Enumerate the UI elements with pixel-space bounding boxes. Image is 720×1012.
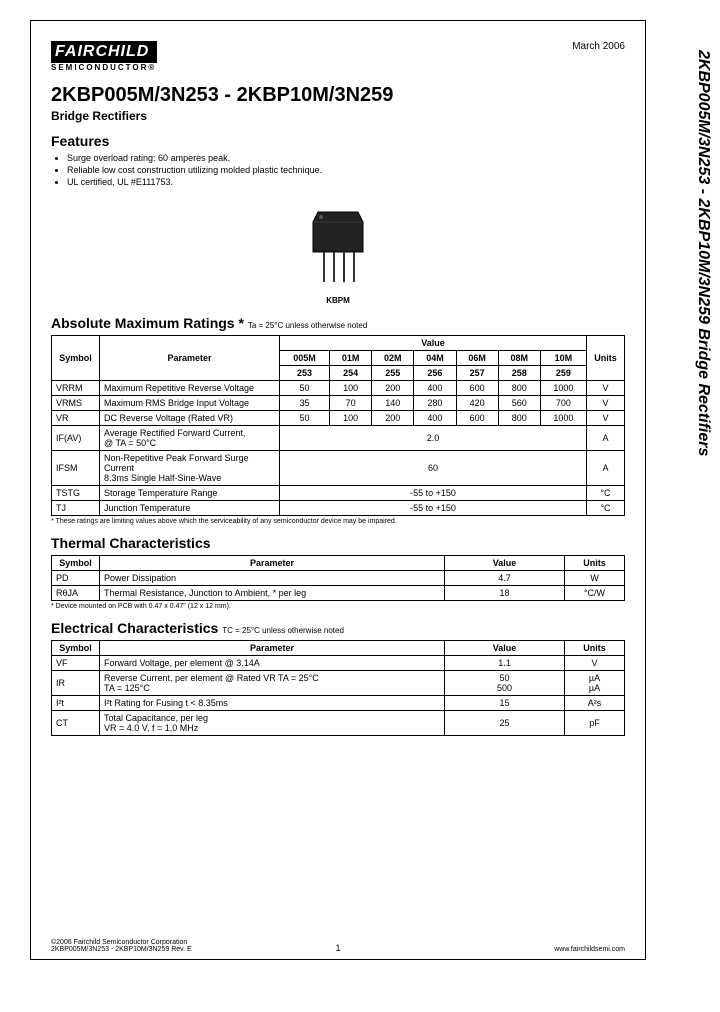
table-row: RθJAThermal Resistance, Junction to Ambi…	[52, 586, 625, 601]
thermal-footnote: * Device mounted on PCB with 0.47 x 0.47…	[51, 603, 625, 610]
table-row: VFForward Voltage, per element @ 3.14A1.…	[52, 656, 625, 671]
thermal-table: Symbol Parameter Value Units PDPower Dis…	[51, 555, 625, 601]
features-heading: Features	[51, 133, 625, 149]
table-row: IRReverse Current, per element @ Rated V…	[52, 671, 625, 696]
feature-item: Surge overload rating: 60 amperes peak.	[67, 153, 625, 163]
page-title: 2KBP005M/3N253 - 2KBP10M/3N259	[51, 84, 625, 107]
electrical-heading: Electrical Characteristics TC = 25°C unl…	[51, 620, 625, 636]
col-symbol: Symbol	[52, 336, 100, 381]
electrical-note: TC = 25°C unless otherwise noted	[222, 626, 344, 635]
table-row: TJJunction Temperature-55 to +150°C	[52, 501, 625, 516]
package-image	[51, 207, 625, 290]
features-list: Surge overload rating: 60 amperes peak. …	[67, 153, 625, 187]
table-row: IFSMNon-Repetitive Peak Forward Surge Cu…	[52, 451, 625, 486]
table-row: PDPower Dissipation4.7W	[52, 571, 625, 586]
table-row: VRMSMaximum RMS Bridge Input Voltage3570…	[52, 396, 625, 411]
logo: FAIRCHILD SEMICONDUCTOR®	[51, 41, 157, 72]
absmax-footnote: * These ratings are limiting values abov…	[51, 518, 625, 525]
footer-left: ©2006 Fairchild Semiconductor Corporatio…	[51, 939, 192, 953]
table-row: IF(AV)Average Rectified Forward Current,…	[52, 426, 625, 451]
col-value: Value	[280, 336, 587, 351]
footer: ©2006 Fairchild Semiconductor Corporatio…	[51, 939, 625, 953]
feature-item: UL certified, UL #E111753.	[67, 177, 625, 187]
col-units: Units	[587, 336, 625, 381]
package-label: KBPM	[51, 296, 625, 305]
col-parameter: Parameter	[100, 336, 280, 381]
absmax-heading-text: Absolute Maximum Ratings *	[51, 315, 244, 331]
date: March 2006	[572, 41, 625, 52]
page-number: 1	[335, 943, 340, 953]
logo-main: FAIRCHILD	[51, 41, 157, 63]
absmax-table: Symbol Parameter Value Units 005M01M 02M…	[51, 335, 625, 516]
side-title: 2KBP005M/3N253 - 2KBP10M/3N259 Bridge Re…	[694, 50, 712, 456]
table-row: VRDC Reverse Voltage (Rated VR)501002004…	[52, 411, 625, 426]
page-subtitle: Bridge Rectifiers	[51, 109, 625, 123]
feature-item: Reliable low cost construction utilizing…	[67, 165, 625, 175]
electrical-table: Symbol Parameter Value Units VFForward V…	[51, 640, 625, 736]
absmax-heading: Absolute Maximum Ratings * Ta = 25°C unl…	[51, 315, 625, 331]
table-row: VRRMMaximum Repetitive Reverse Voltage50…	[52, 381, 625, 396]
electrical-heading-text: Electrical Characteristics	[51, 620, 218, 636]
table-row: TSTGStorage Temperature Range-55 to +150…	[52, 486, 625, 501]
footer-right: www.fairchildsemi.com	[554, 946, 625, 953]
thermal-heading: Thermal Characteristics	[51, 535, 625, 551]
absmax-note: Ta = 25°C unless otherwise noted	[248, 321, 368, 330]
logo-sub: SEMICONDUCTOR®	[51, 63, 157, 72]
page-content: FAIRCHILD SEMICONDUCTOR® March 2006 2KBP…	[30, 20, 646, 960]
table-row: CTTotal Capacitance, per leg VR = 4.0 V,…	[52, 711, 625, 736]
table-row: I²tI²t Rating for Fusing t < 8.35ms15A²s	[52, 696, 625, 711]
